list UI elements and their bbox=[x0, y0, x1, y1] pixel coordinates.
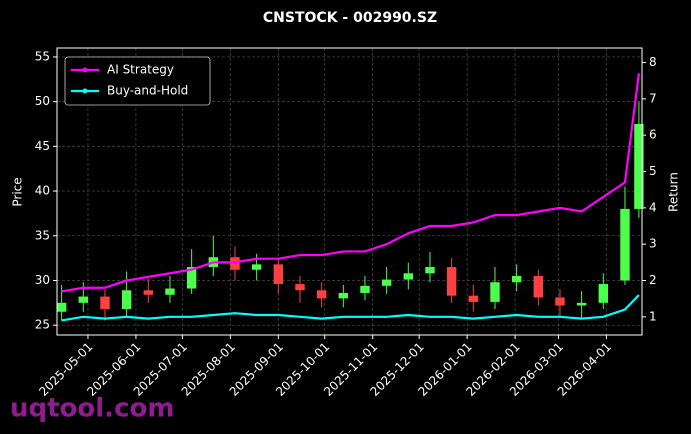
y2-axis-label: Return bbox=[667, 172, 681, 212]
y-tick-label: 30 bbox=[35, 273, 50, 287]
y-tick-label: 50 bbox=[35, 94, 50, 108]
candle-body bbox=[186, 267, 197, 289]
y-tick-label: 25 bbox=[35, 318, 50, 332]
y2-tick-label: 6 bbox=[649, 128, 657, 142]
candle-body bbox=[273, 264, 284, 285]
candle-body bbox=[56, 302, 67, 312]
candle-body bbox=[78, 296, 89, 303]
candle-body bbox=[468, 295, 479, 302]
y-tick-label: 45 bbox=[35, 139, 50, 153]
candle-body bbox=[165, 288, 175, 295]
legend-label: Buy-and-Hold bbox=[107, 84, 188, 98]
y-tick-label: 40 bbox=[35, 184, 50, 198]
candle-body bbox=[634, 123, 644, 209]
watermark: uqtool.com bbox=[10, 394, 174, 424]
candle-body bbox=[316, 290, 327, 299]
y2-tick-label: 4 bbox=[649, 200, 657, 214]
candle-body bbox=[533, 275, 544, 298]
y-tick-label: 55 bbox=[35, 49, 50, 63]
legend-label: AI Strategy bbox=[107, 63, 174, 77]
y2-tick-label: 7 bbox=[649, 91, 657, 105]
legend-marker bbox=[82, 88, 88, 94]
y-tick-label: 35 bbox=[35, 228, 50, 242]
candle-body bbox=[576, 302, 587, 306]
y2-tick-label: 1 bbox=[649, 309, 657, 323]
candle-body bbox=[555, 297, 565, 306]
candle-body bbox=[251, 264, 262, 270]
candle-body bbox=[490, 282, 500, 302]
line-series bbox=[61, 294, 640, 322]
y2-tick-label: 5 bbox=[649, 164, 657, 178]
y2-tick-label: 2 bbox=[649, 273, 657, 287]
candle-body bbox=[598, 284, 609, 303]
legend-box bbox=[64, 56, 211, 106]
candle-body bbox=[295, 284, 305, 291]
candle-body bbox=[338, 292, 349, 299]
y2-tick-label: 8 bbox=[649, 55, 657, 69]
candle-body bbox=[100, 296, 110, 310]
candle-body bbox=[425, 267, 435, 274]
candle-body bbox=[403, 273, 414, 280]
y2-tick-label: 3 bbox=[649, 237, 657, 251]
candle-body bbox=[511, 275, 522, 283]
candle-body bbox=[121, 290, 132, 310]
y-axis-label: Price bbox=[11, 177, 25, 206]
candle-body bbox=[620, 208, 630, 281]
candle-body bbox=[360, 285, 370, 293]
candle-body bbox=[230, 257, 240, 270]
candle-body bbox=[446, 267, 457, 296]
line-series bbox=[61, 73, 640, 293]
candle-body bbox=[381, 279, 392, 286]
chart-title: CNSTOCK - 002990.SZ bbox=[263, 10, 437, 26]
legend-marker bbox=[82, 67, 88, 73]
candle-body bbox=[143, 290, 154, 295]
plot-frame bbox=[56, 47, 643, 336]
